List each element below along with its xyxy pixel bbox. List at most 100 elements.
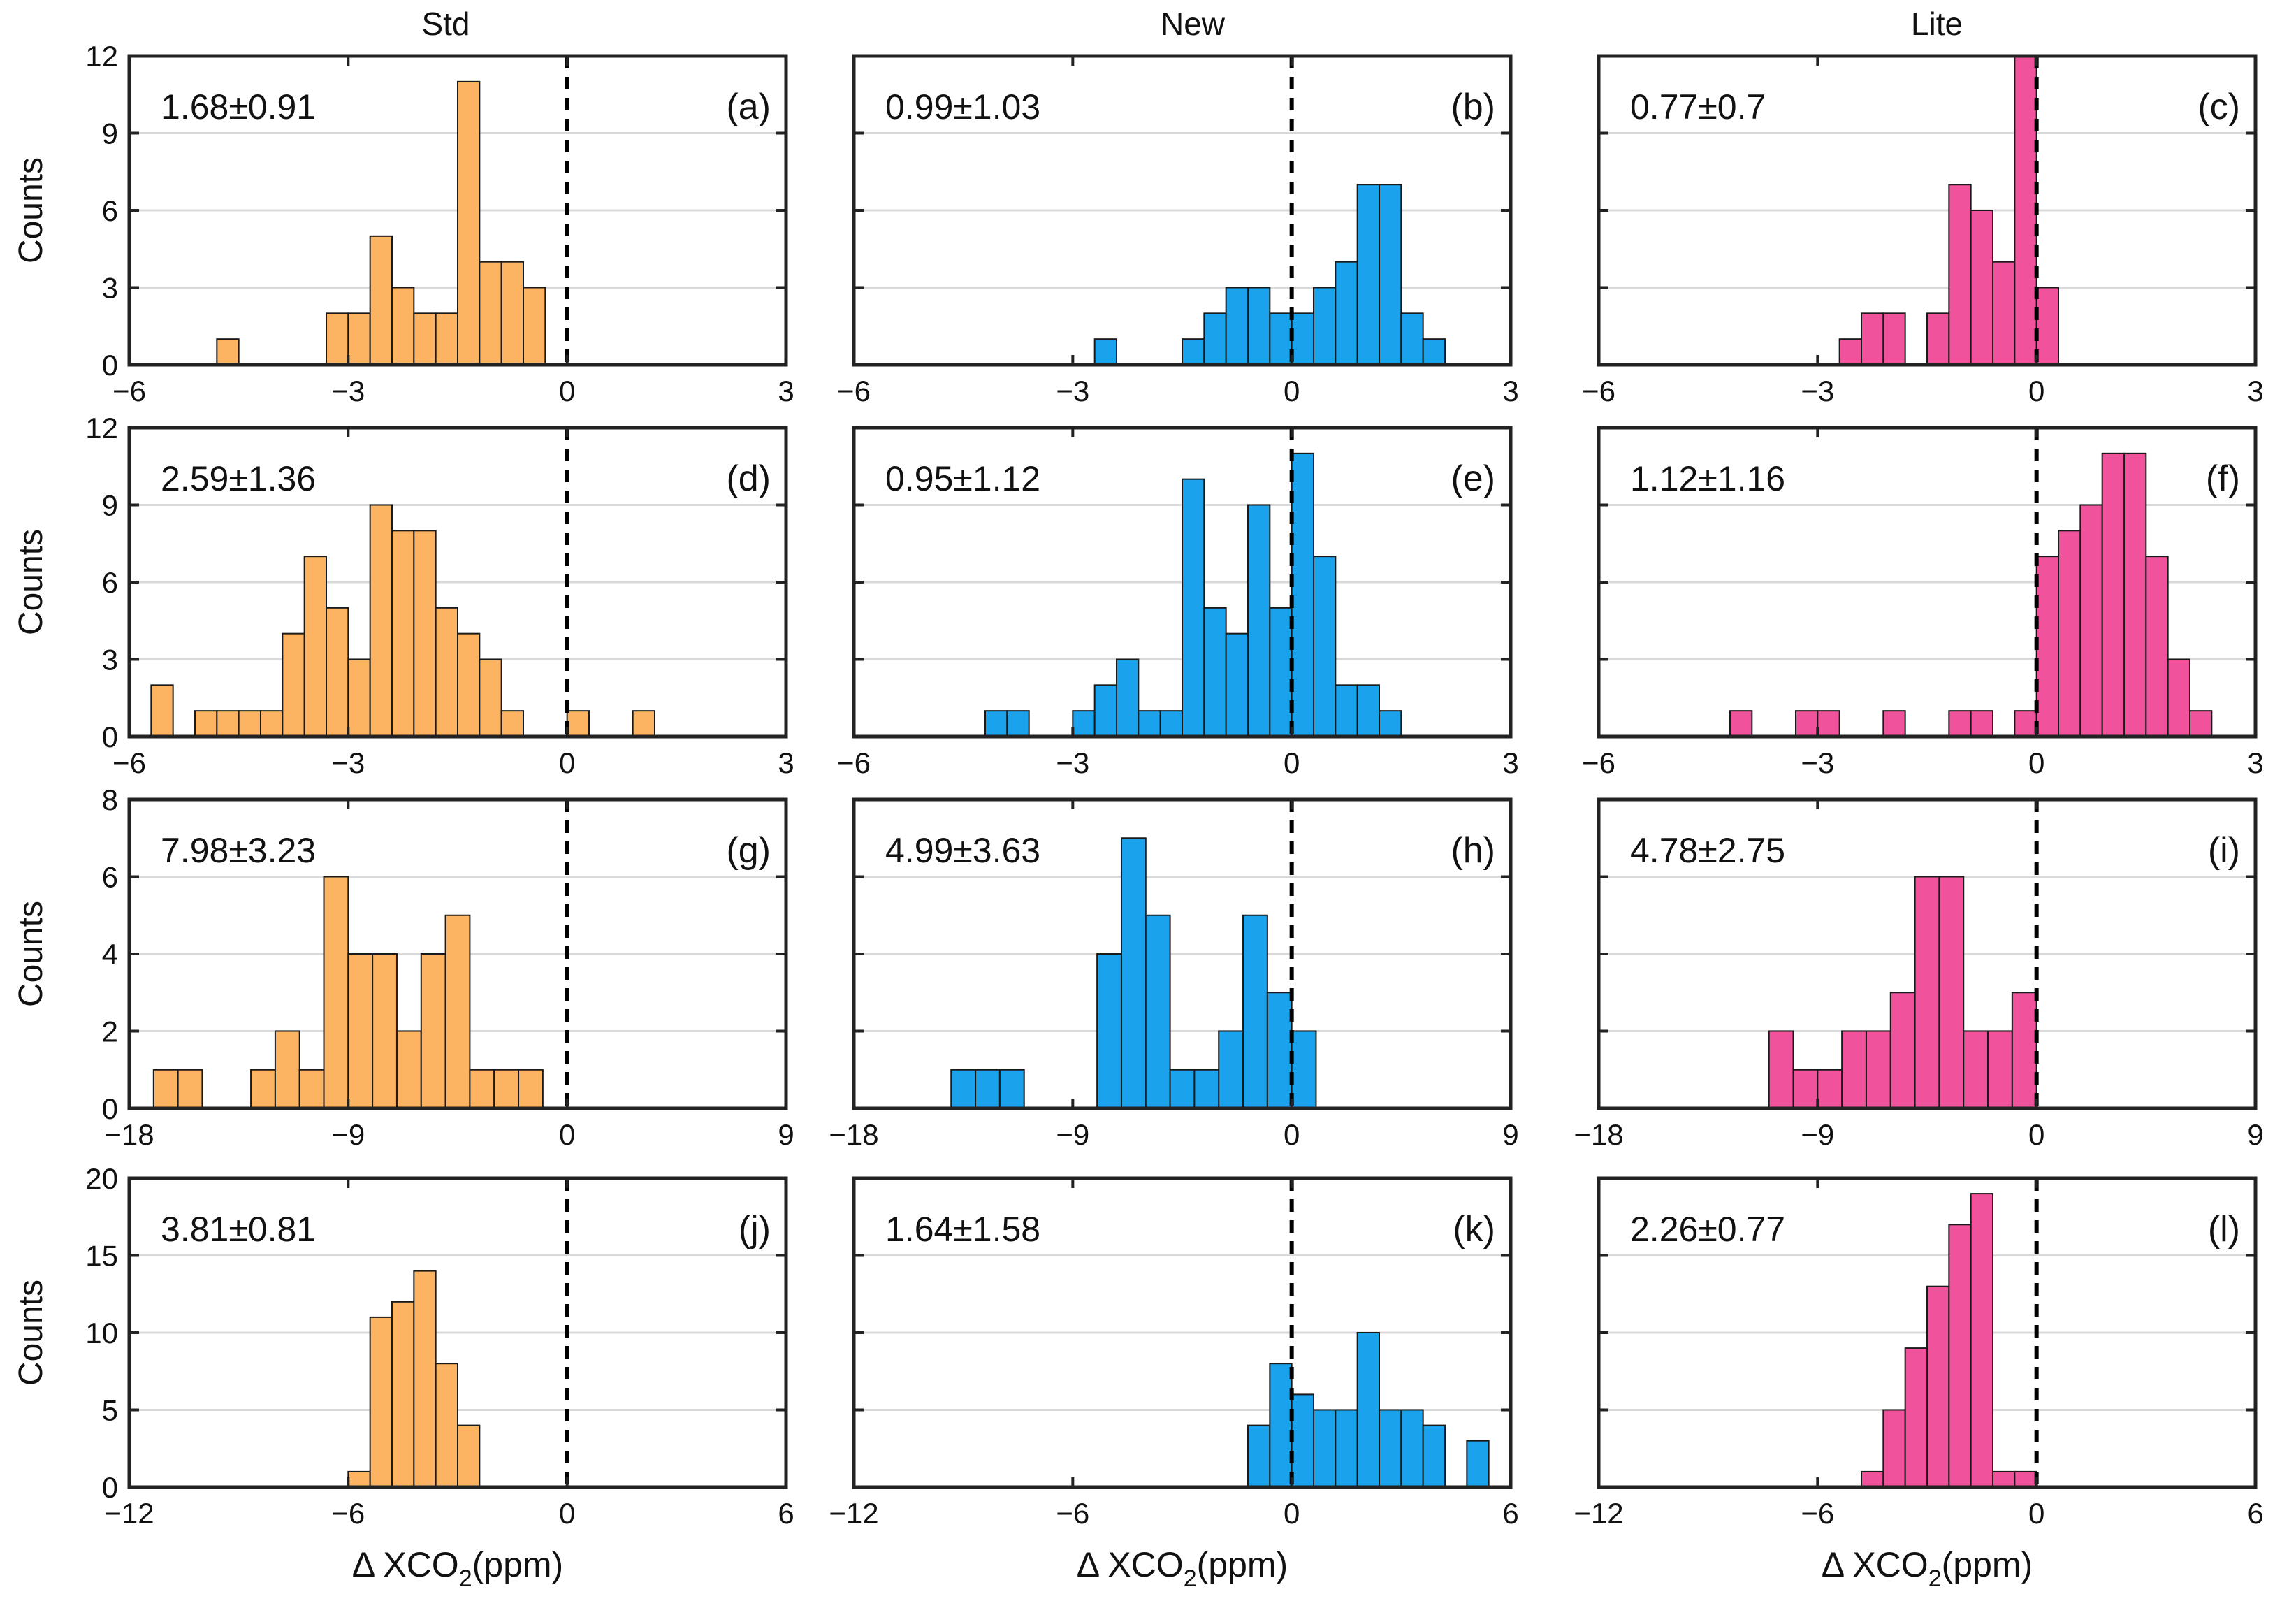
x-tick-label: −3 — [331, 746, 365, 779]
panel-letter-label: (l) — [2208, 1209, 2240, 1250]
histogram-bar — [1400, 312, 1424, 366]
histogram-bar — [1400, 1409, 1424, 1488]
y-tick-label: 6 — [102, 861, 118, 894]
panel-stat-text: 1.64±1.58 — [885, 1210, 1040, 1249]
x-tick-label: 6 — [1502, 1497, 1518, 1530]
panel-stat-text: 0.77±0.7 — [1630, 87, 1766, 126]
y-tick-label: 12 — [85, 40, 118, 73]
histogram-bar — [1841, 1030, 1867, 1109]
x-tick-label: −3 — [1801, 746, 1834, 779]
x-tick-label: 6 — [2247, 1497, 2263, 1530]
histogram-bar — [1072, 710, 1096, 738]
histogram-bar — [1422, 338, 1446, 365]
histogram-bar — [326, 607, 349, 737]
histogram-bar — [347, 658, 371, 737]
histogram-bar — [1096, 953, 1122, 1109]
histogram-bar — [2014, 710, 2037, 738]
histogram-bar — [1768, 1030, 1794, 1109]
x-axis-label: Δ XCO2(ppm) — [1822, 1545, 2033, 1592]
histogram-bar — [1992, 1470, 2016, 1488]
histogram-bar — [2145, 556, 2169, 738]
histogram-bar — [194, 710, 218, 738]
histogram-bar — [2189, 710, 2213, 738]
histogram-bar — [493, 1069, 520, 1109]
x-tick-label: −18 — [829, 1118, 878, 1151]
histogram-bar — [1269, 1363, 1293, 1488]
x-tick-label: −6 — [331, 1497, 365, 1530]
histogram-bar — [518, 1069, 544, 1109]
histogram-bar — [1948, 184, 1972, 365]
histogram-bar — [1182, 478, 1205, 738]
histogram-bar — [1970, 710, 1994, 738]
x-tick-label: 0 — [559, 1118, 575, 1151]
histogram-bar — [1291, 312, 1314, 366]
histogram-bar — [1792, 1069, 1819, 1109]
panel-letter-label: (c) — [2197, 87, 2240, 127]
x-tick-label: −6 — [1056, 1497, 1089, 1530]
histogram-bar — [444, 914, 471, 1109]
histogram-bar — [1356, 1332, 1380, 1488]
x-axis-label-unit: (ppm) — [1942, 1545, 2033, 1584]
x-tick-label: 9 — [1502, 1118, 1518, 1151]
histogram-bar — [1914, 876, 1940, 1109]
histogram-bar — [369, 235, 393, 366]
histogram-bar — [1266, 992, 1293, 1109]
x-tick-label: 0 — [2028, 746, 2044, 779]
histogram-bar — [975, 1069, 1001, 1109]
panel-stat-text: 2.26±0.77 — [1630, 1210, 1785, 1249]
histogram-bar — [950, 1069, 977, 1109]
histogram-bar — [1970, 1193, 1994, 1488]
histogram-bar — [1247, 287, 1271, 365]
y-tick-label: 15 — [85, 1240, 118, 1273]
histogram-bar — [998, 1069, 1025, 1109]
histogram-bar — [238, 710, 261, 738]
x-axis-label-main: Δ XCO — [1077, 1545, 1184, 1584]
histogram-bar — [1120, 837, 1147, 1109]
histogram-bar — [391, 530, 415, 737]
histogram-bar — [2035, 287, 2060, 365]
histogram-bar — [1963, 1030, 1989, 1109]
histogram-bar — [1138, 710, 1161, 738]
histogram-bar — [1861, 1470, 1884, 1488]
panel-stat-text: 0.95±1.12 — [885, 459, 1040, 498]
histogram-bar — [1729, 710, 1753, 738]
y-tick-label: 12 — [85, 412, 118, 444]
y-tick-label: 9 — [102, 489, 118, 522]
y-tick-label: 6 — [102, 194, 118, 227]
histogram-bar — [1269, 312, 1293, 366]
histogram-bar — [457, 632, 481, 738]
panel-letter-label: (f) — [2206, 458, 2240, 499]
histogram-bar — [1926, 312, 1950, 366]
histogram-bar — [1795, 710, 1819, 738]
histogram-bar — [1182, 338, 1205, 365]
histogram-bar — [1422, 1424, 1446, 1488]
histogram-bar — [457, 1424, 481, 1488]
histogram-bar — [395, 1030, 422, 1109]
histogram-bar — [1218, 1030, 1244, 1109]
x-axis-label-main: Δ XCO — [352, 1545, 459, 1584]
x-tick-label: −3 — [1056, 375, 1089, 407]
histogram-bar — [435, 607, 459, 737]
histogram-bar — [391, 287, 415, 365]
histogram-bar — [1335, 684, 1358, 737]
histogram-bar — [274, 1030, 300, 1109]
histogram-bar — [2123, 452, 2147, 737]
histogram-bar — [1948, 1224, 1972, 1489]
x-tick-label: 0 — [559, 746, 575, 779]
histogram-bar — [500, 710, 525, 738]
histogram-bar — [1145, 914, 1171, 1109]
x-tick-label: −6 — [837, 375, 871, 407]
histogram-bar — [1159, 710, 1183, 738]
x-tick-label: −6 — [1582, 746, 1615, 779]
x-axis-label-subscript: 2 — [1928, 1565, 1942, 1592]
histogram-bar — [1817, 1069, 1843, 1109]
y-tick-label: 8 — [102, 783, 118, 816]
histogram-bar — [347, 1470, 371, 1488]
y-tick-label: 6 — [102, 566, 118, 599]
histogram-bar — [1865, 1030, 1891, 1109]
histogram-bar — [391, 1301, 415, 1489]
x-tick-label: −3 — [1056, 746, 1089, 779]
histogram-bar — [435, 312, 459, 366]
y-tick-label: 0 — [102, 720, 118, 753]
x-tick-label: −6 — [112, 746, 146, 779]
